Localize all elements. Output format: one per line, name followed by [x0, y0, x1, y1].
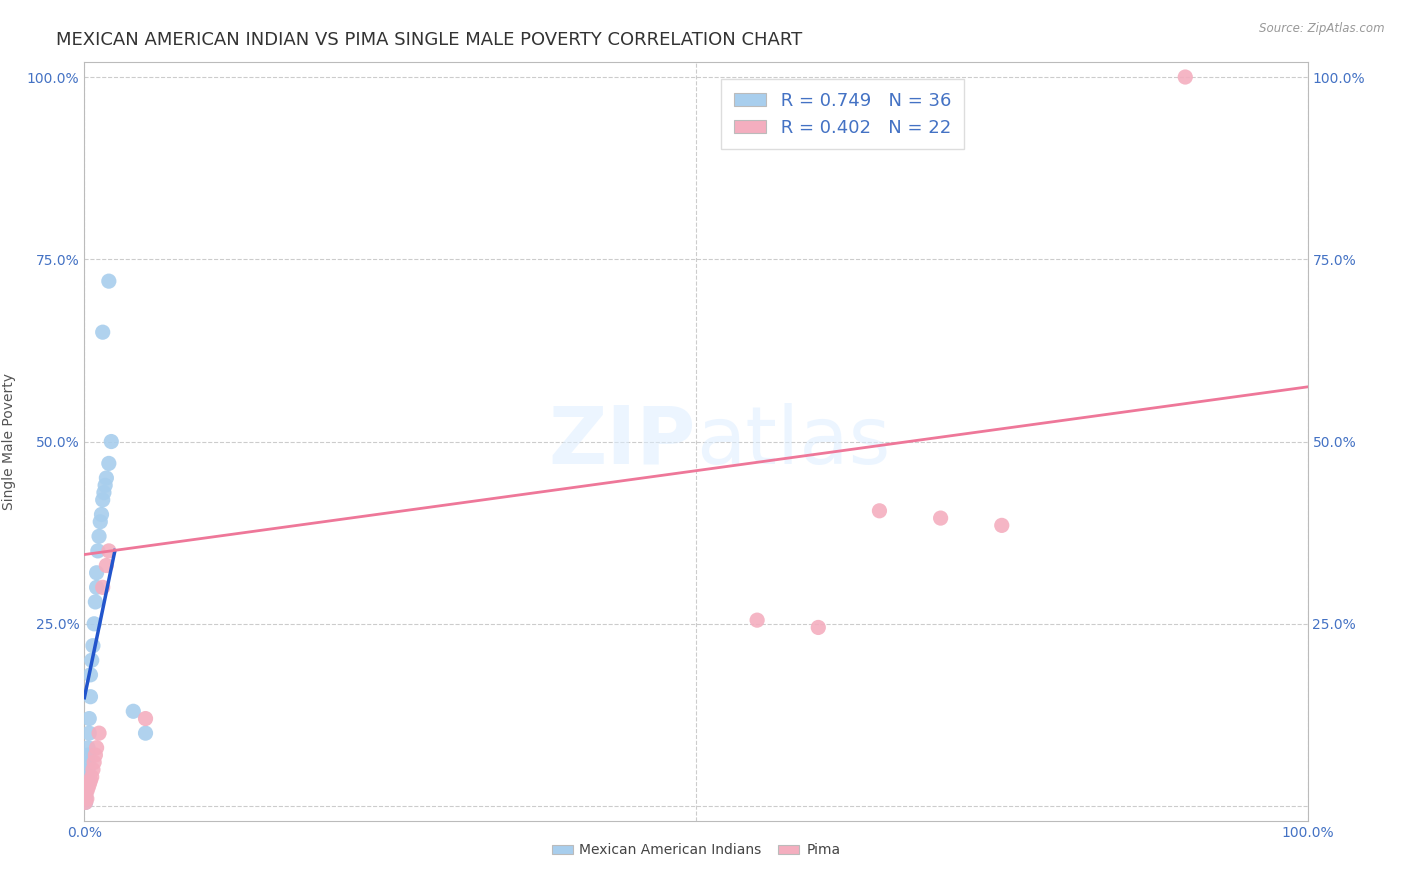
Point [869, 504, 891, 518]
Point [135, 726, 157, 740]
Point [77, 747, 100, 762]
Point [89, 515, 111, 529]
Point [77, 712, 100, 726]
Text: Source: ZipAtlas.com: Source: ZipAtlas.com [1260, 22, 1385, 36]
Point [75, 788, 97, 802]
Point [75, 791, 97, 805]
Point [77, 756, 100, 770]
Text: ZIP: ZIP [548, 402, 696, 481]
Point [79, 690, 101, 704]
Point [77, 777, 100, 791]
Point [807, 620, 830, 634]
Legend: Mexican American Indians, Pima: Mexican American Indians, Pima [546, 838, 846, 863]
Point [82, 763, 104, 777]
Point [84, 595, 107, 609]
Point [94, 478, 117, 492]
Point [122, 704, 145, 718]
Point [97, 274, 120, 288]
Point [93, 485, 115, 500]
Y-axis label: Single Male Poverty: Single Male Poverty [1, 373, 15, 510]
Point [100, 434, 122, 449]
Point [76, 784, 98, 798]
Point [97, 544, 120, 558]
Point [75, 796, 97, 810]
Point [75, 796, 97, 810]
Point [91, 580, 114, 594]
Text: atlas: atlas [696, 402, 890, 481]
Point [80, 770, 103, 784]
Point [86, 566, 108, 580]
Point [82, 639, 104, 653]
Point [77, 780, 100, 795]
Point [87, 544, 110, 558]
Text: MEXICAN AMERICAN INDIAN VS PIMA SINGLE MALE POVERTY CORRELATION CHART: MEXICAN AMERICAN INDIAN VS PIMA SINGLE M… [56, 31, 803, 49]
Point [76, 777, 98, 791]
Point [77, 763, 100, 777]
Point [77, 740, 100, 755]
Point [83, 756, 105, 770]
Point [76, 770, 98, 784]
Point [79, 668, 101, 682]
Point [91, 325, 114, 339]
Point [96, 471, 118, 485]
Point [79, 773, 101, 788]
Point [84, 747, 107, 762]
Point [91, 492, 114, 507]
Point [96, 558, 118, 573]
Point [87, 726, 110, 740]
Point [87, 529, 110, 543]
Point [929, 511, 952, 525]
Point [76, 773, 98, 788]
Point [83, 616, 105, 631]
Point [86, 740, 108, 755]
Point [747, 613, 769, 627]
Point [1174, 70, 1197, 84]
Point [76, 780, 98, 795]
Point [75, 784, 97, 798]
Point [135, 712, 157, 726]
Point [90, 508, 112, 522]
Point [991, 518, 1014, 533]
Point [77, 726, 100, 740]
Point [80, 653, 103, 667]
Point [76, 791, 98, 805]
Point [86, 580, 108, 594]
Point [97, 457, 120, 471]
